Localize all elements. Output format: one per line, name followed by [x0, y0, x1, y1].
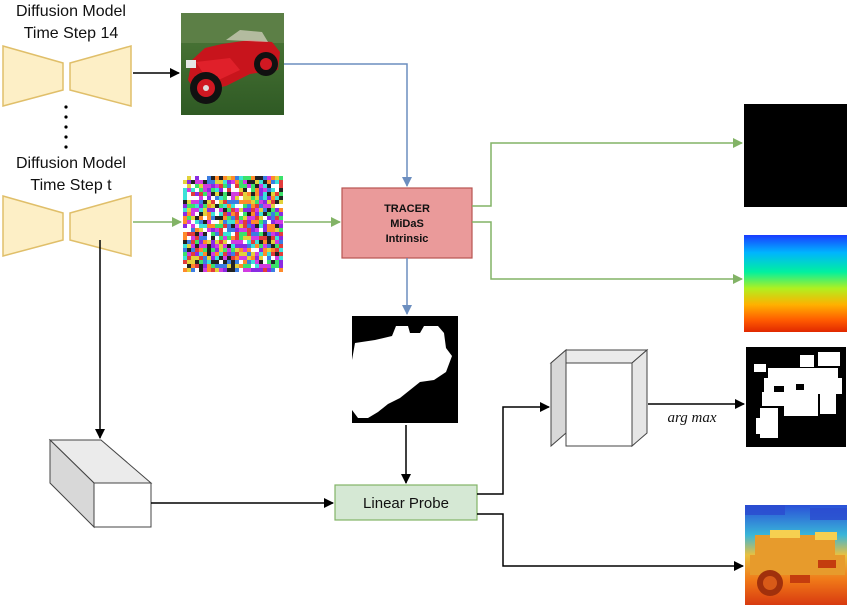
- encoder-trapezoid: [2, 195, 64, 257]
- decoder-trapezoid: [69, 45, 132, 107]
- argmax-label: arg max: [667, 410, 716, 426]
- encoder-trapezoid: [2, 45, 64, 107]
- model-bottom-label-line1: Diffusion Model: [16, 155, 126, 172]
- noise-image: [183, 176, 283, 272]
- car-silhouette-mask-image: [352, 316, 458, 423]
- pixelated-depth-image: [745, 505, 847, 605]
- arrow-probe-to-depth-pred: [477, 513, 744, 571]
- arrow-image-to-tracer: [284, 63, 412, 187]
- midas-label: MiDaS: [390, 218, 424, 230]
- linear-probe-box: Linear Probe: [334, 484, 478, 521]
- red-vintage-car-image: [181, 13, 284, 115]
- probe-output-cube: [549, 348, 649, 448]
- tracer-label: TRACER: [384, 203, 430, 215]
- tracer-midas-intrinsic-box: TRACER MiDaS Intrinsic: [341, 187, 473, 259]
- vertical-ellipsis-dots: [64, 105, 68, 149]
- feature-cube: [48, 438, 153, 529]
- model-top-label-line1: Diffusion Model: [16, 3, 126, 20]
- diffusion-model-top: [2, 45, 132, 107]
- model-top-label-line2: Time Step 14: [24, 25, 119, 42]
- intrinsic-label: Intrinsic: [386, 233, 429, 245]
- decoder-trapezoid: [69, 195, 132, 257]
- model-bottom-label-line2: Time Step t: [30, 177, 112, 194]
- pixelated-car-mask-image: [746, 347, 846, 447]
- diffusion-model-bottom: [2, 195, 132, 257]
- depth-gradient-image: [744, 235, 847, 332]
- black-saliency-image: [744, 104, 847, 207]
- arrow-tracer-to-saliency: [472, 138, 743, 207]
- arrow-probe-to-cube: [477, 402, 550, 495]
- arrow-tracer-to-depth: [472, 221, 743, 284]
- linear-probe-label: Linear Probe: [363, 495, 449, 512]
